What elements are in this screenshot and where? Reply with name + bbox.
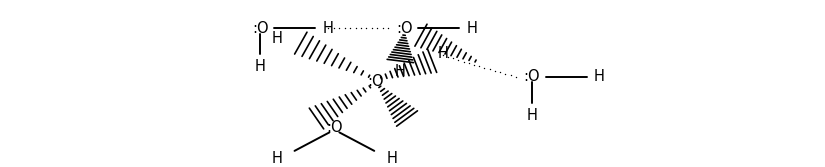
Text: :O: :O	[326, 120, 342, 135]
Text: H: H	[271, 151, 282, 166]
Text: H: H	[394, 64, 406, 79]
Text: H: H	[526, 108, 537, 123]
Text: H: H	[386, 151, 398, 166]
Text: :O: :O	[367, 74, 384, 89]
Text: H: H	[466, 21, 477, 36]
Text: H: H	[594, 69, 605, 85]
Text: :O: :O	[252, 21, 269, 36]
Text: H: H	[271, 31, 282, 46]
Text: H: H	[323, 21, 333, 36]
Text: H: H	[437, 46, 448, 61]
Text: :O: :O	[523, 69, 540, 85]
Text: H: H	[255, 59, 266, 74]
Text: :O: :O	[396, 21, 412, 36]
